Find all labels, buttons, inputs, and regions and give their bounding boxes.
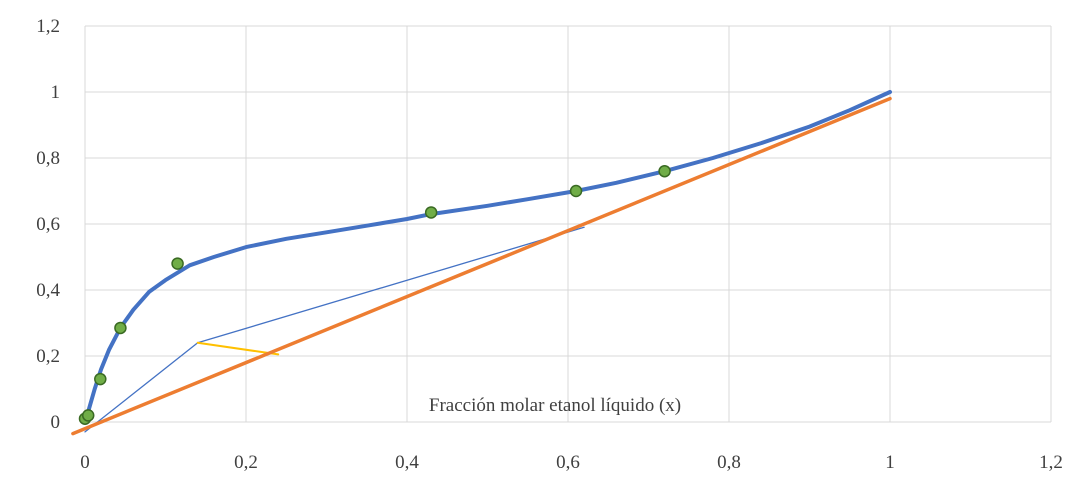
grid [84,25,1052,423]
x-tick-label: 0,2 [234,452,258,473]
y-tick-label: 0 [51,412,61,433]
y-tick-label: 1 [51,82,61,103]
data-point [171,257,184,270]
data-point [114,321,127,335]
y-tick-label: 0,2 [36,346,60,367]
x-axis-ticks: 0 0,2 0,4 0,6 0,8 1 1,2 [80,452,1063,473]
y-tick-label: 0,4 [36,280,60,301]
data-point [94,372,107,386]
x-axis-title: Fracción molar etanol líquido (x) [429,395,681,416]
y-tick-label: 0,8 [36,148,60,169]
data-point [569,184,583,198]
diagonal-line [71,96,892,436]
data-point [424,206,438,219]
equilibrium-curve [83,90,892,424]
stage-step-line [196,341,280,356]
y-axis-ticks: 0 0,2 0,4 0,6 0,8 1 1,2 [36,16,60,433]
x-tick-label: 0,8 [717,452,741,473]
y-tick-label: 1,2 [36,16,60,37]
data-point [658,164,671,178]
x-tick-label: 1,2 [1039,452,1063,473]
series-layer [71,90,892,436]
y-tick-label: 0,6 [36,214,60,235]
x-tick-label: 0 [80,452,90,473]
x-tick-label: 0,4 [395,452,419,473]
x-tick-label: 0,6 [556,452,580,473]
x-tick-label: 1 [885,452,895,473]
data-point [81,409,95,422]
